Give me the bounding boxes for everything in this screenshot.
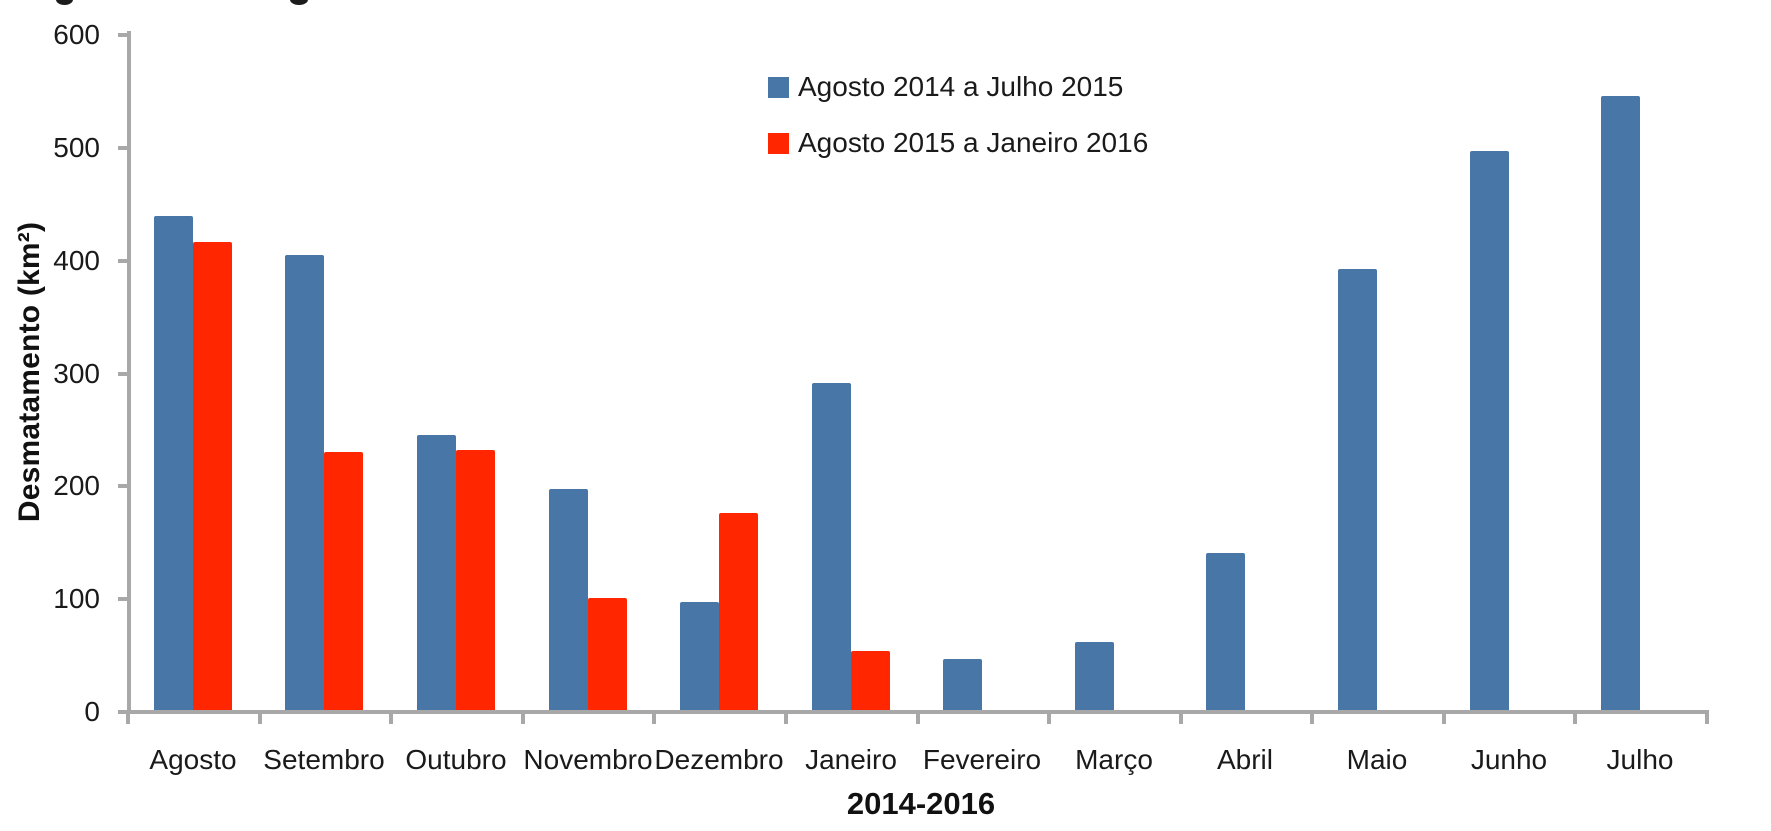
bar-outubro-2015-2016 — [456, 450, 495, 710]
y-tick — [118, 33, 128, 37]
y-tick-label: 200 — [53, 470, 100, 501]
y-tick — [118, 710, 128, 714]
legend-swatch-blue — [768, 76, 789, 98]
bar-maio-2014-2015 — [1338, 269, 1377, 710]
bar-julho-2014-2015 — [1601, 96, 1640, 710]
x-tick — [1179, 714, 1183, 724]
bar-novembro-2014-2015 — [549, 489, 588, 710]
legend-item-series2: Agosto 2015 a Janeiro 2016 — [768, 128, 1148, 158]
y-axis-line — [127, 31, 131, 714]
x-category-label: Dezembro — [654, 744, 784, 775]
x-tick — [784, 714, 788, 724]
x-axis-line — [119, 710, 1709, 714]
y-tick-label: 100 — [53, 583, 100, 614]
x-tick — [126, 714, 130, 724]
x-tick — [258, 714, 262, 724]
x-tick — [389, 714, 393, 724]
x-category-label: Agosto — [149, 744, 237, 775]
bar-novembro-2015-2016 — [588, 598, 627, 710]
bar-dezembro-2015-2016 — [719, 513, 758, 710]
bar-abril-2014-2015 — [1206, 553, 1245, 710]
bar-março-2014-2015 — [1075, 642, 1114, 710]
x-category-label: Outubro — [405, 744, 507, 775]
bar-janeiro-2014-2015 — [812, 383, 851, 710]
legend-label-series1: Agosto 2014 a Julho 2015 — [798, 71, 1124, 102]
x-tick — [1047, 714, 1051, 724]
x-tick — [652, 714, 656, 724]
bar-agosto-2015-2016 — [193, 242, 232, 710]
y-tick-label: 500 — [53, 132, 100, 163]
y-tick-label: 300 — [53, 358, 100, 389]
bar-outubro-2014-2015 — [417, 435, 456, 710]
y-tick — [118, 259, 128, 263]
x-category-label: Setembro — [263, 744, 385, 775]
cropped-title-remnant — [56, 0, 73, 5]
bar-janeiro-2015-2016 — [851, 651, 890, 710]
legend: Agosto 2014 a Julho 2015 Agosto 2015 a J… — [768, 72, 1148, 158]
legend-item-series1: Agosto 2014 a Julho 2015 — [768, 72, 1148, 102]
x-category-label: Janeiro — [805, 744, 897, 775]
cropped-title-remnant — [290, 0, 308, 5]
x-tick — [1310, 714, 1314, 724]
x-category-label: Junho — [1470, 744, 1548, 775]
x-category-label: Julho — [1606, 744, 1674, 775]
x-category-label: Março — [1075, 744, 1153, 775]
y-tick — [118, 484, 128, 488]
x-category-label: Fevereiro — [922, 744, 1042, 775]
x-tick — [1705, 714, 1709, 724]
bar-junho-2014-2015 — [1470, 151, 1509, 710]
x-tick — [521, 714, 525, 724]
x-category-label: Maio — [1346, 744, 1408, 775]
y-tick-label: 0 — [84, 696, 100, 727]
y-tick — [118, 372, 128, 376]
y-tick — [118, 146, 128, 150]
bar-setembro-2014-2015 — [285, 255, 324, 710]
bar-agosto-2014-2015 — [154, 216, 193, 710]
y-tick-label: 400 — [53, 245, 100, 276]
x-category-label: Abril — [1216, 744, 1273, 775]
legend-swatch-red — [768, 132, 789, 154]
x-category-label: Novembro — [523, 744, 653, 775]
bar-fevereiro-2014-2015 — [943, 659, 982, 710]
y-tick-label: 600 — [53, 19, 100, 50]
x-tick — [1573, 714, 1577, 724]
bar-setembro-2015-2016 — [324, 452, 363, 710]
y-tick — [118, 597, 128, 601]
bar-dezembro-2014-2015 — [680, 602, 719, 710]
legend-label-series2: Agosto 2015 a Janeiro 2016 — [798, 127, 1149, 158]
x-tick — [916, 714, 920, 724]
x-tick — [1442, 714, 1446, 724]
x-axis-title: 2014-2016 — [846, 786, 996, 821]
